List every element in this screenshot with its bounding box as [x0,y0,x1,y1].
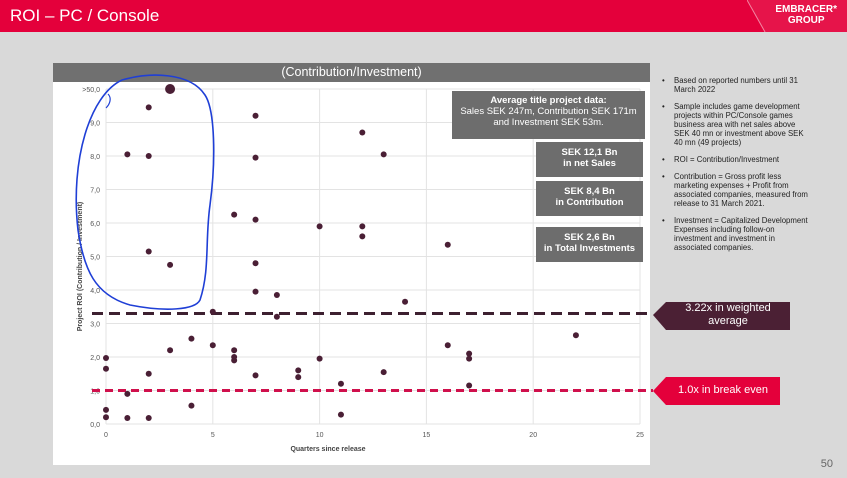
data-point [444,342,451,349]
data-point [165,84,176,94]
data-point [103,355,109,362]
y-tick-label: 5,0 [90,255,100,262]
data-point [103,406,109,413]
data-point [252,154,259,161]
hand-drawn-annotation [75,74,215,310]
note-item: ROI = Contribution/Investment [660,155,810,164]
x-tick-label: 5 [211,432,215,439]
weighted-average-tag: 3.22x in weighted average [685,302,771,327]
data-point [188,335,195,342]
data-point [167,261,174,268]
data-point [252,288,259,295]
data-point [380,369,387,376]
y-tick-label: 7,0 [90,188,100,195]
data-point [167,347,174,354]
contribution-callout: SEK 8,4 Bn in Contribution [536,181,643,216]
investments-callout-line-2: in Total Investments [543,243,636,254]
data-point [295,367,302,374]
y-axis-label: Project ROI (Contribution / Investment) [77,202,84,332]
data-point [188,402,195,409]
data-point [402,298,409,305]
contribution-callout-line-1: SEK 8,4 Bn [564,186,615,197]
sales-callout: SEK 12,1 Bn in net Sales [536,142,643,177]
data-point [316,355,323,362]
notes-list: Based on reported numbers until 31 March… [660,76,810,260]
data-point [444,241,451,248]
data-point [466,350,473,357]
data-point [359,233,366,240]
data-point [145,248,152,255]
data-point [209,342,216,349]
x-axis-label: Quarters since release [290,446,365,453]
note-item: Contribution = Gross profit less marketi… [660,172,810,208]
data-point [124,414,131,421]
data-point [209,308,216,315]
data-point [359,223,366,230]
data-point [145,104,152,111]
y-tick-label: >50,0 [82,87,100,94]
break-even-tag: 1.0x in break even [678,384,768,396]
data-point [252,216,259,223]
data-point [380,151,387,158]
data-point [466,382,473,389]
data-point [252,372,259,379]
data-point [231,211,238,218]
data-point [273,313,280,320]
x-tick-label: 20 [529,432,537,439]
data-point [295,374,302,381]
y-tick-label: 4,0 [90,288,100,295]
x-tick-label: 15 [423,432,431,439]
data-point [231,357,238,364]
data-point [231,347,238,354]
page-title: ROI – PC / Console [10,6,160,25]
hand-drawn-annotation-mark [105,93,111,109]
data-point [273,292,280,299]
investments-callout-line-1: SEK 2,6 Bn [564,232,615,243]
data-point [337,411,344,418]
data-point [145,153,152,159]
note-item: Investment = Capitalized Development Exp… [660,216,810,252]
note-item: Sample includes game development project… [660,102,810,147]
average-callout-line-3: and Investment SEK 53m. [493,117,604,128]
average-callout-line-2: Sales SEK 247m, Contribution SEK 171m [460,106,637,117]
average-callout-line-1: Average title project data: [490,95,607,106]
chart-title: (Contribution/Investment) [53,63,650,82]
y-tick-label: 3,0 [90,322,100,329]
x-tick-label: 25 [636,432,644,439]
logo-line-1: EMBRACER* [775,4,837,15]
y-tick-label: 9,0 [90,121,100,128]
data-point [337,380,344,387]
company-logo: EMBRACER* GROUP [747,0,847,32]
data-point [124,390,131,397]
y-tick-label: 2,0 [90,355,100,362]
page-number: 50 [820,458,833,470]
data-point [359,129,366,136]
y-tick-label: 8,0 [90,154,100,161]
data-point [316,223,323,230]
data-point [145,370,152,377]
average-data-callout: Average title project data: Sales SEK 24… [452,91,645,139]
x-tick-label: 0 [104,432,108,439]
sales-callout-line-1: SEK 12,1 Bn [561,147,618,158]
investments-callout: SEK 2,6 Bn in Total Investments [536,227,643,262]
data-point [252,260,259,267]
sales-callout-line-2: in net Sales [563,158,616,169]
note-item: Based on reported numbers until 31 March… [660,76,810,94]
data-point [252,112,259,119]
title-bar: ROI – PC / Console EMBRACER* GROUP [0,0,847,32]
y-tick-label: 0,0 [90,422,100,429]
data-point [466,355,473,362]
data-point [572,332,579,339]
data-point [103,414,109,421]
logo-line-2: GROUP [787,15,825,26]
data-point [103,365,109,372]
x-tick-label: 10 [316,432,324,439]
data-point [124,151,131,158]
y-tick-label: 6,0 [90,221,100,228]
data-point [145,414,152,421]
contribution-callout-line-2: in Contribution [555,197,624,208]
